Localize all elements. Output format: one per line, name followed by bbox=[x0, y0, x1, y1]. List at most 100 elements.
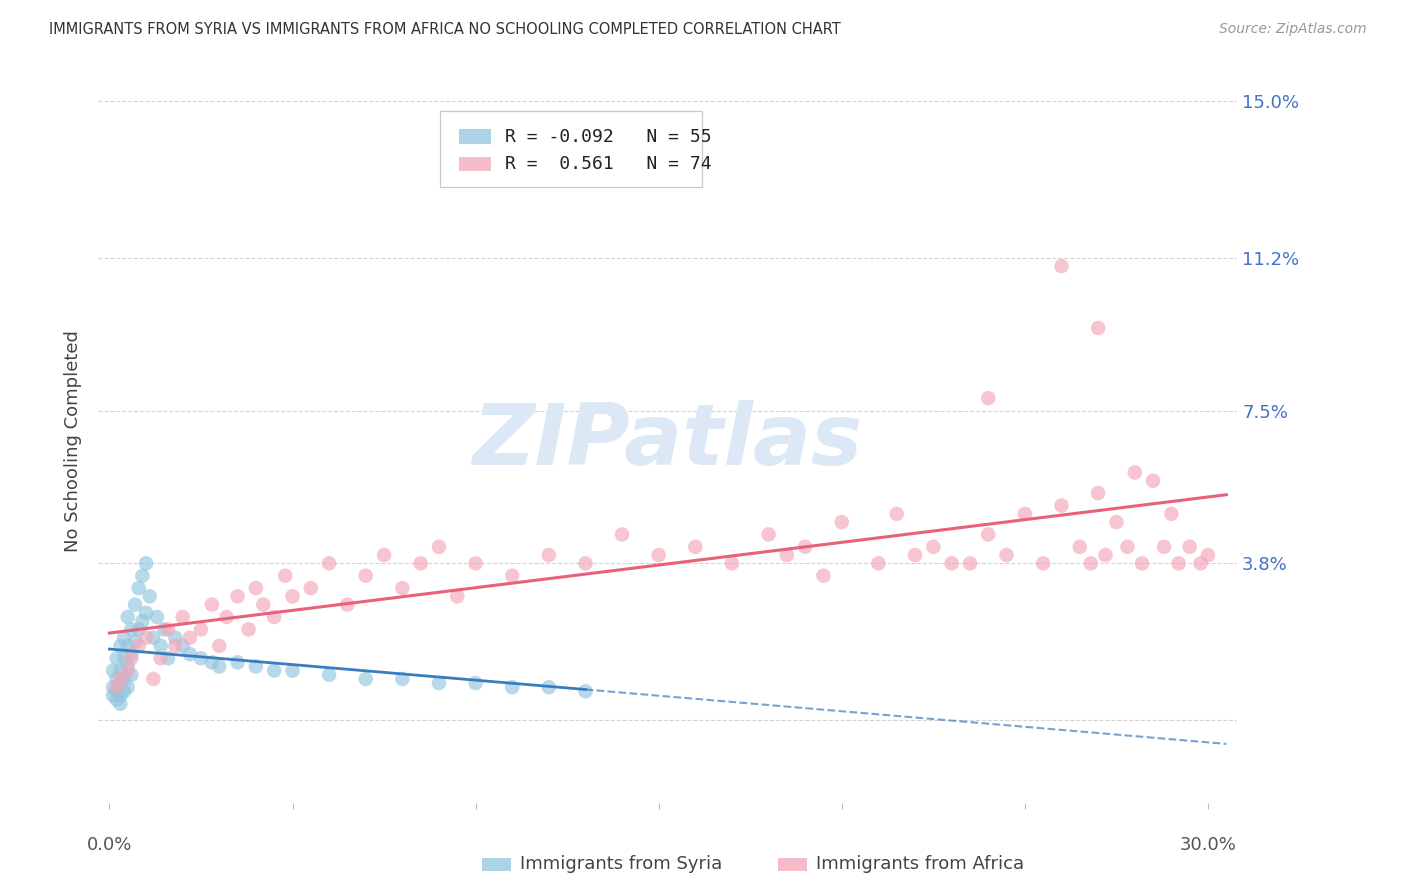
Point bbox=[117, 610, 139, 624]
Point bbox=[112, 631, 135, 645]
Point bbox=[904, 548, 927, 562]
Point bbox=[153, 623, 176, 637]
Point bbox=[1116, 540, 1139, 554]
Point bbox=[501, 680, 523, 694]
Point bbox=[135, 631, 157, 645]
Point bbox=[201, 656, 224, 670]
Point bbox=[977, 391, 1000, 405]
Point bbox=[537, 680, 560, 694]
Point bbox=[574, 557, 596, 571]
Point bbox=[124, 598, 146, 612]
Point bbox=[1050, 259, 1073, 273]
Point bbox=[101, 689, 124, 703]
Text: 0.0%: 0.0% bbox=[87, 836, 132, 854]
Point bbox=[128, 581, 150, 595]
Point bbox=[112, 672, 135, 686]
Point bbox=[1123, 466, 1146, 480]
Point bbox=[1189, 557, 1212, 571]
Bar bbox=[460, 129, 491, 144]
Point bbox=[120, 651, 142, 665]
Point bbox=[274, 568, 297, 582]
Point bbox=[1178, 540, 1201, 554]
Point bbox=[128, 639, 150, 653]
Point bbox=[354, 672, 377, 686]
Point bbox=[281, 590, 304, 604]
Point bbox=[318, 557, 340, 571]
Text: R =  0.561   N = 74: R = 0.561 N = 74 bbox=[505, 155, 711, 173]
Point bbox=[165, 639, 187, 653]
Point bbox=[110, 689, 132, 703]
Point bbox=[391, 581, 413, 595]
Point bbox=[110, 697, 132, 711]
Point bbox=[446, 590, 468, 604]
Point bbox=[1197, 548, 1219, 562]
Point bbox=[1080, 557, 1102, 571]
Point bbox=[868, 557, 890, 571]
Point bbox=[101, 680, 124, 694]
Y-axis label: No Schooling Completed: No Schooling Completed bbox=[65, 331, 83, 552]
Point bbox=[208, 659, 231, 673]
FancyBboxPatch shape bbox=[440, 112, 702, 187]
Point bbox=[959, 557, 981, 571]
Text: ZIPatlas: ZIPatlas bbox=[472, 400, 863, 483]
Point bbox=[1050, 499, 1073, 513]
Point bbox=[427, 676, 450, 690]
Point bbox=[354, 568, 377, 582]
Point bbox=[922, 540, 945, 554]
Bar bbox=[779, 858, 807, 871]
Point bbox=[131, 614, 153, 628]
Text: 30.0%: 30.0% bbox=[1180, 836, 1236, 854]
Text: R = -0.092   N = 55: R = -0.092 N = 55 bbox=[505, 128, 711, 145]
Point bbox=[813, 568, 835, 582]
Point bbox=[120, 668, 142, 682]
Point bbox=[758, 527, 780, 541]
Point bbox=[117, 680, 139, 694]
Point bbox=[427, 540, 450, 554]
Point bbox=[179, 647, 201, 661]
Point bbox=[299, 581, 322, 595]
Point bbox=[156, 623, 179, 637]
Point bbox=[226, 656, 249, 670]
Point bbox=[1142, 474, 1164, 488]
Point bbox=[142, 672, 165, 686]
Point bbox=[263, 664, 285, 678]
Text: Immigrants from Africa: Immigrants from Africa bbox=[815, 855, 1024, 873]
Point bbox=[794, 540, 817, 554]
Point bbox=[215, 610, 238, 624]
Point bbox=[156, 651, 179, 665]
Point bbox=[941, 557, 963, 571]
Point bbox=[120, 623, 142, 637]
Point bbox=[574, 684, 596, 698]
Point bbox=[138, 590, 160, 604]
Point bbox=[501, 568, 523, 582]
Point bbox=[112, 651, 135, 665]
Point bbox=[112, 684, 135, 698]
Point bbox=[201, 598, 224, 612]
Point bbox=[101, 664, 124, 678]
Point bbox=[886, 507, 908, 521]
Text: IMMIGRANTS FROM SYRIA VS IMMIGRANTS FROM AFRICA NO SCHOOLING COMPLETED CORRELATI: IMMIGRANTS FROM SYRIA VS IMMIGRANTS FROM… bbox=[49, 22, 841, 37]
Point bbox=[252, 598, 274, 612]
Point bbox=[537, 548, 560, 562]
Point bbox=[647, 548, 669, 562]
Point bbox=[179, 631, 201, 645]
Point bbox=[336, 598, 359, 612]
Point bbox=[245, 659, 267, 673]
Point bbox=[105, 651, 128, 665]
Point bbox=[610, 527, 633, 541]
Point bbox=[1153, 540, 1175, 554]
Point bbox=[117, 664, 139, 678]
Point bbox=[1160, 507, 1182, 521]
Point bbox=[165, 631, 187, 645]
Point bbox=[172, 610, 194, 624]
Point bbox=[226, 590, 249, 604]
Point bbox=[124, 634, 146, 648]
Point bbox=[105, 692, 128, 706]
Point bbox=[318, 668, 340, 682]
Point bbox=[721, 557, 744, 571]
Point bbox=[110, 639, 132, 653]
Point bbox=[131, 568, 153, 582]
Text: Source: ZipAtlas.com: Source: ZipAtlas.com bbox=[1219, 22, 1367, 37]
Point bbox=[685, 540, 707, 554]
Point bbox=[1130, 557, 1153, 571]
